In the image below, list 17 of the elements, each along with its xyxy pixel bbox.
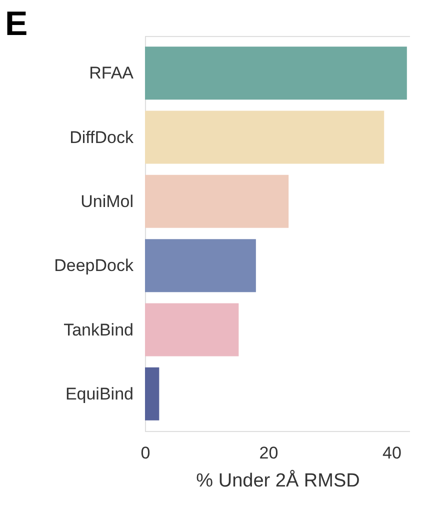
bar <box>145 46 407 100</box>
y-tick-label: TankBind <box>64 320 134 340</box>
y-tick-label: DiffDock <box>70 128 134 147</box>
bar <box>145 303 239 356</box>
y-tick-label: DeepDock <box>54 256 134 276</box>
y-tick-label: EquiBind <box>65 384 134 404</box>
text: E <box>5 5 28 43</box>
bar <box>145 174 289 228</box>
bar <box>145 367 160 420</box>
bar <box>145 110 384 164</box>
x-tick-label: 0 <box>140 444 150 462</box>
y-tick-label: RFAA <box>89 64 134 83</box>
bar <box>145 239 256 292</box>
y-tick-label: UniMol <box>80 192 134 211</box>
x-tick-label: 40 <box>382 444 402 462</box>
x-axis-title: % Under 2Å RMSD <box>196 470 360 492</box>
x-tick-label: 20 <box>259 444 278 462</box>
